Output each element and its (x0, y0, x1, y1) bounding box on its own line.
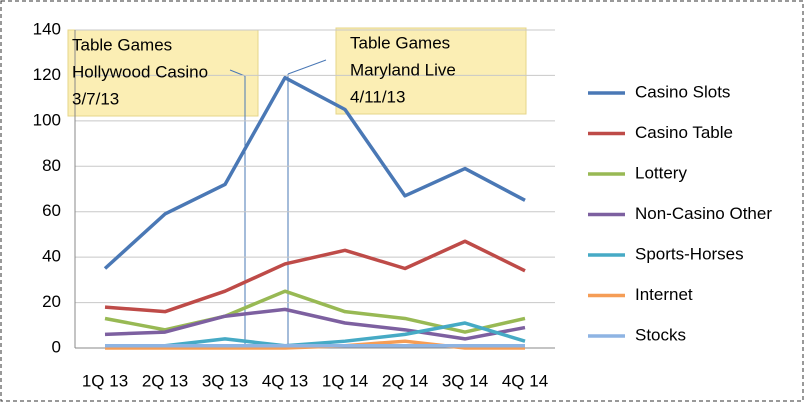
annotation-text: Table Games (350, 33, 450, 52)
legend-label: Casino Table (635, 123, 733, 142)
x-tick-label: 3Q 13 (202, 371, 248, 390)
annotation-box (67, 29, 259, 117)
x-tick-label: 2Q 14 (382, 371, 428, 390)
series-line (103, 75, 526, 270)
y-tick-label: 140 (33, 19, 61, 38)
annotation-text: Maryland Live (350, 60, 456, 79)
x-tick-label: 2Q 13 (142, 371, 188, 390)
y-tick-label: 120 (33, 65, 61, 84)
annotation-text: 4/11/13 (350, 87, 405, 106)
series-line (104, 239, 526, 314)
annotation-leader (287, 59, 327, 75)
series-line (104, 289, 526, 334)
legend-label: Sports-Horses (635, 244, 744, 263)
legend-label: Stocks (635, 325, 686, 344)
legend-label: Non-Casino Other (635, 204, 772, 223)
x-tick-label: 1Q 14 (322, 371, 368, 390)
y-tick-label: 80 (42, 156, 61, 175)
y-tick-label: 0 (52, 337, 61, 356)
annotation-text: Hollywood Casino (72, 62, 208, 81)
x-tick-label: 1Q 13 (82, 371, 128, 390)
y-tick-label: 100 (33, 110, 61, 129)
y-tick-label: 40 (42, 247, 61, 266)
series-line (104, 307, 526, 341)
legend-label: Lottery (635, 163, 687, 182)
x-tick-label: 3Q 14 (442, 371, 488, 390)
x-tick-label: 4Q 13 (262, 371, 308, 390)
series-line (105, 321, 526, 348)
legend-label: Casino Slots (635, 82, 730, 101)
x-tick-label: 4Q 14 (502, 371, 548, 390)
annotation-text: Table Games (72, 35, 172, 54)
y-tick-label: 20 (42, 292, 61, 311)
annotation-box (335, 27, 527, 115)
annotation-text: 3/7/13 (72, 89, 119, 108)
legend-label: Internet (635, 285, 693, 304)
y-tick-label: 60 (42, 201, 61, 220)
